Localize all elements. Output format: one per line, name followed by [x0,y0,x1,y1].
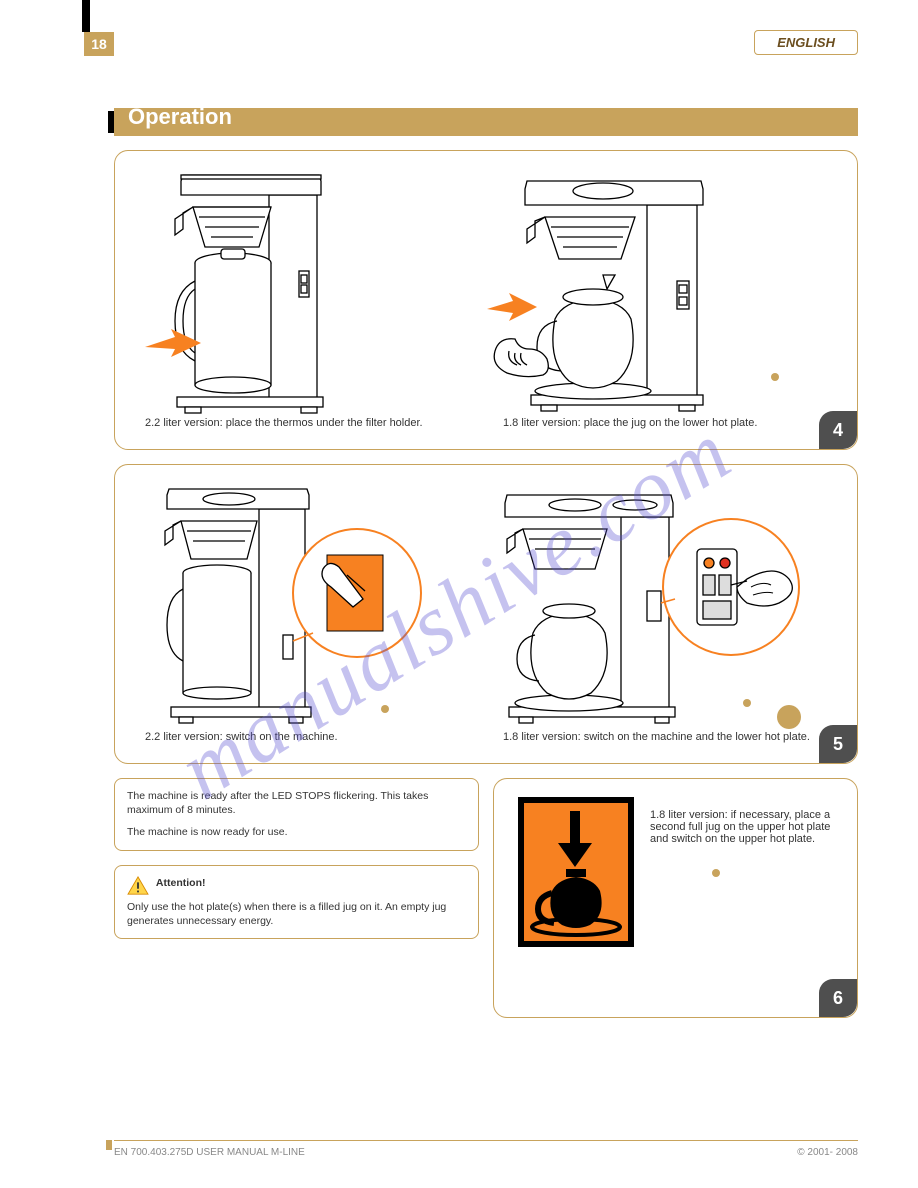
panel-step-6: 1.8 liter version: if necessary, place a… [493,778,858,1018]
page-number: 18 [84,32,114,56]
section-bar: Operation [114,108,858,136]
info-attention: Attention! Only use the hot plate(s) whe… [114,865,479,939]
machine-thermos-switch-illustration [141,475,441,740]
info-column: The machine is ready after the LED STOPS… [114,778,479,1018]
machine-jug-illustration [485,161,745,426]
jug-placement-icon [518,797,634,947]
caption-switch-right: 1.8 liter version: switch on the machine… [503,731,843,743]
bottom-row: The machine is ready after the LED STOPS… [114,778,858,1018]
warning-icon [127,876,149,896]
step-badge-6: 6 [819,979,857,1017]
step-badge-4: 4 [819,411,857,449]
panel-step-5: 2.2 liter version: switch on the machine… [114,464,858,764]
footer-text: EN 700.403.275D USER MANUAL M-LINE [114,1147,305,1158]
section-tab [108,111,114,133]
info-ready-p1: The machine is ready after the LED STOPS… [127,789,466,817]
attention-body: Only use the hot plate(s) when there is … [127,900,466,928]
page-footer: EN 700.403.275D USER MANUAL M-LINE © 200… [114,1140,858,1158]
caption-switch-left: 2.2 liter version: switch on the machine… [145,731,485,743]
panel-step-4: 2.2 liter version: place the thermos und… [114,150,858,450]
dot-decor [771,373,779,381]
machine-jug-switch-illustration [475,475,815,740]
dot-decor [712,869,720,877]
dot-decor [381,705,389,713]
language-badge: ENGLISH [754,30,858,55]
machine-thermos-illustration [141,161,361,426]
panel-6-column: 1.8 liter version: if necessary, place a… [493,778,858,1018]
caption-upper-plate: 1.8 liter version: if necessary, place a… [650,809,840,845]
info-ready-p2: The machine is now ready for use. [127,825,466,839]
caption-jug: 1.8 liter version: place the jug on the … [503,417,843,429]
section-title: Operation [128,104,232,130]
footer-copyright: © 2001- 2008 [797,1147,858,1158]
dot-decor [743,699,751,707]
attention-label: Attention! [156,877,206,889]
info-ready: The machine is ready after the LED STOPS… [114,778,479,851]
step-badge-5: 5 [819,725,857,763]
footer-tab [106,1140,112,1150]
dot-decor-large [777,705,801,729]
header-tab [82,0,90,32]
caption-thermos: 2.2 liter version: place the thermos und… [145,417,485,429]
page-header: 18 ENGLISH [0,0,918,90]
